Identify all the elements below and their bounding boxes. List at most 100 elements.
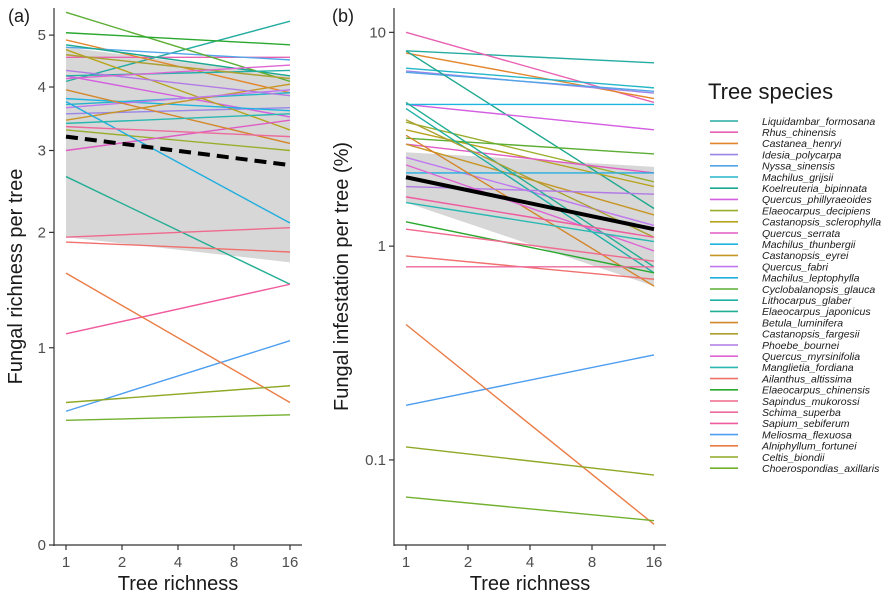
- series-line-sapindus-mukorossi: [405, 228, 655, 262]
- legend-label: Quercus_serrata: [762, 228, 840, 240]
- series-line-elaeocarpus-japonicus: [405, 101, 655, 268]
- y-tick-label: 0.1: [365, 452, 386, 469]
- legend-item: Quercus_myrsinifolia: [710, 351, 860, 363]
- legend-item: Liquidambar_formosana: [710, 116, 875, 128]
- series-line-celtis-biondii: [65, 385, 291, 404]
- x-tick-label: 1: [402, 554, 410, 571]
- legend-label: Elaeocarpus_chinensis: [762, 385, 871, 397]
- series-line-elaeocarpus-decipiens: [65, 129, 291, 152]
- legend-label: Alniphyllum_fortunei: [761, 441, 857, 453]
- x-tick-label: 8: [588, 554, 596, 571]
- series-line-manglietia-fordiana: [65, 113, 291, 125]
- y-tick-label: 4: [38, 79, 46, 96]
- legend-label: Quercus_phillyraeoides: [762, 194, 872, 206]
- series-line-castanopsis-fargesii: [65, 54, 291, 80]
- series-line-sapium-sebiferum: [405, 196, 655, 238]
- series-line-sapium-sebiferum: [65, 283, 291, 335]
- series-line-celtis-biondii: [405, 446, 655, 476]
- legend-item: Quercus_serrata: [710, 228, 840, 240]
- series-line-choerospondias-axillaris: [65, 414, 291, 421]
- panel-b: 0.1 1 10 1 2 4 8 16 (b) Tree richness Fungal infes…: [331, 6, 666, 595]
- y-tick-label: 0: [38, 537, 46, 554]
- legend-label: Koelreuteria_bipinnata: [762, 183, 867, 195]
- series-line-castanopsis-fargesii: [405, 119, 655, 238]
- x-tick-label: 4: [174, 554, 182, 571]
- x-tick-label: 16: [646, 554, 663, 571]
- y-axis-title: Fungal infestation per tree (%): [331, 142, 353, 411]
- y-tick-label: 3: [38, 143, 46, 160]
- legend-label: Nyssa_sinensis: [762, 161, 836, 173]
- legend-item: Machilus_grijsii: [710, 172, 834, 184]
- legend-label: Machilus_leptophylla: [762, 273, 860, 285]
- legend-label: Ailanthus_altissima: [761, 373, 852, 385]
- series-line-castanea-henryi: [405, 52, 655, 100]
- series-line-betula-luminifera: [405, 134, 655, 287]
- series-line-cyclobalanopsis-glauca: [405, 137, 655, 155]
- legend-label: Lithocarpus_glaber: [762, 295, 852, 307]
- legend-label: Castanopsis_fargesii: [762, 329, 860, 341]
- legend-item: Quercus_fabri: [710, 261, 829, 273]
- y-tick-label: 1: [378, 238, 386, 255]
- x-axis-title: Tree richness: [470, 573, 590, 595]
- legend-item: Koelreuteria_bipinnata: [710, 183, 867, 195]
- legend-item: Ailanthus_altissima: [710, 373, 852, 385]
- series-line-ailanthus-altissima: [405, 255, 655, 280]
- series-line-choerospondias-axillaris: [405, 496, 655, 522]
- legend-item: Castanopsis_sclerophylla: [710, 217, 881, 229]
- legend-item: Rhus_chinensis: [710, 127, 837, 139]
- legend-label: Sapindus_mukorossi: [762, 396, 860, 408]
- x-tick-label: 16: [282, 554, 299, 571]
- series-line-schima-superba: [65, 125, 291, 138]
- legend-item: Betula_luminifera: [710, 317, 843, 329]
- series-line-cyclobalanopsis-glauca: [65, 11, 291, 83]
- series-line-phoebe-bournei: [65, 69, 291, 97]
- legend: Tree species Liquidambar_formosanaRhus_ch…: [708, 79, 881, 475]
- legend-item: Sapium_sebiferum: [710, 418, 850, 430]
- legend-item: Elaeocarpus_chinensis: [710, 385, 871, 397]
- legend-item: Phoebe_bournei: [710, 340, 840, 352]
- legend-label: Rhus_chinensis: [762, 127, 837, 139]
- y-tick-label: 5: [38, 27, 46, 44]
- legend-label: Idesia_polycarpa: [762, 149, 842, 161]
- legend-item: Lithocarpus_glaber: [710, 295, 852, 307]
- series-line-meliosma-flexuosa: [405, 354, 655, 407]
- series-line-alniphyllum-fortunei: [405, 323, 655, 525]
- overall-fit-line: [405, 175, 655, 232]
- series-line-castanopsis-eyrei: [65, 83, 291, 121]
- series-line-castanopsis-sclerophylla: [65, 49, 291, 131]
- legend-label: Quercus_myrsinifolia: [762, 351, 860, 363]
- series-line-alniphyllum-fortunei: [65, 272, 291, 404]
- legend-item: Nyssa_sinensis: [710, 161, 836, 173]
- series-line-liquidambar-formosana: [65, 20, 291, 83]
- series-line-machilus-thunbergii: [65, 97, 291, 112]
- series-line-quercus-myrsinifolia: [405, 164, 655, 252]
- legend-item: Choerospondias_axillaris: [710, 463, 880, 475]
- series-line-quercus-fabri: [65, 89, 291, 109]
- x-tick-label: 1: [62, 554, 70, 571]
- legend-label: Castanopsis_sclerophylla: [762, 217, 881, 229]
- y-tick-label: 2: [38, 224, 46, 241]
- x-tick-label: 8: [230, 554, 238, 571]
- series-line-quercus-serrata: [65, 119, 291, 152]
- y-tick-label: 1: [38, 340, 46, 357]
- legend-label: Celtis_biondii: [762, 452, 825, 464]
- legend-item: Castanea_henryi: [710, 138, 842, 150]
- legend-label: Meliosma_flexuosa: [762, 429, 852, 441]
- legend-title: Tree species: [708, 79, 833, 104]
- series-line-elaeocarpus-decipiens: [405, 121, 655, 183]
- legend-label: Elaeocarpus_decipiens: [762, 205, 871, 217]
- legend-item: Elaeocarpus_decipiens: [710, 205, 871, 217]
- legend-label: Liquidambar_formosana: [762, 116, 875, 128]
- series-line-quercus-myrsinifolia: [65, 64, 291, 80]
- series-line-elaeocarpus-japonicus: [65, 175, 291, 285]
- y-tick-label: 10: [369, 24, 386, 41]
- legend-item: Schima_superba: [710, 407, 841, 419]
- series-line-ailanthus-altissima: [65, 241, 291, 253]
- legend-label: Elaeocarpus_japonicus: [762, 306, 871, 318]
- legend-item: Meliosma_flexuosa: [710, 429, 852, 441]
- legend-item: Machilus_thunbergii: [710, 239, 856, 251]
- legend-item: Alniphyllum_fortunei: [710, 441, 857, 453]
